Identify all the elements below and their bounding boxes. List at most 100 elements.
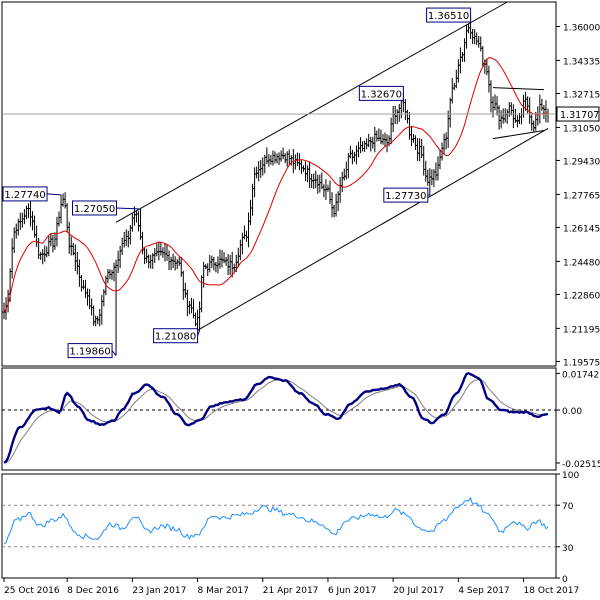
price-bar bbox=[37, 238, 41, 260]
price-bar bbox=[464, 24, 469, 49]
price-bar bbox=[475, 32, 479, 46]
price-bar bbox=[377, 128, 381, 142]
rsi-line bbox=[3, 496, 549, 545]
price-bar bbox=[248, 199, 253, 226]
price-bar bbox=[200, 275, 204, 313]
price-bar bbox=[369, 136, 373, 152]
price-bar bbox=[181, 270, 185, 300]
price-bar bbox=[261, 157, 265, 176]
rsi-y-tick-label: 0 bbox=[562, 575, 568, 585]
price-bar bbox=[477, 36, 481, 48]
annotation-label: 1.27050 bbox=[74, 204, 115, 215]
price-bar bbox=[100, 295, 104, 325]
price-bar bbox=[20, 212, 24, 228]
x-tick-label: 18 Oct 2017 bbox=[524, 586, 580, 596]
price-bar bbox=[122, 231, 126, 248]
price-bar bbox=[536, 106, 540, 126]
price-bar bbox=[348, 145, 352, 159]
price-bar bbox=[503, 108, 507, 123]
price-bar bbox=[312, 173, 316, 189]
price-bar bbox=[126, 230, 130, 248]
price-bar bbox=[303, 161, 308, 182]
price-bar bbox=[308, 161, 312, 189]
price-bar bbox=[519, 108, 524, 125]
price-bar bbox=[334, 193, 338, 217]
price-bar bbox=[242, 225, 247, 240]
price-bar bbox=[389, 117, 393, 145]
trendline-triangle-upper bbox=[492, 87, 544, 91]
price-bar bbox=[208, 255, 212, 273]
price-bar bbox=[112, 262, 116, 282]
price-bar bbox=[246, 212, 251, 248]
price-bar bbox=[94, 315, 98, 327]
price-bar bbox=[110, 269, 114, 280]
price-bar bbox=[489, 80, 493, 113]
price-bar bbox=[544, 100, 548, 123]
x-tick-label: 8 Mar 2017 bbox=[198, 586, 249, 596]
price-bar bbox=[179, 256, 183, 277]
last-price-box bbox=[556, 106, 600, 122]
price-bar bbox=[271, 150, 275, 166]
price-bar bbox=[479, 36, 483, 52]
price-bar bbox=[538, 94, 542, 124]
annotation-pointer bbox=[111, 350, 117, 356]
price-bar bbox=[511, 104, 515, 129]
price-bar bbox=[22, 209, 26, 225]
price-bar bbox=[79, 275, 84, 292]
price-bar bbox=[163, 243, 167, 262]
price-bar bbox=[81, 279, 86, 290]
x-tick-label: 8 Dec 2016 bbox=[67, 586, 119, 596]
price-bar bbox=[85, 288, 90, 306]
annotation-label: 1.36510 bbox=[428, 11, 469, 22]
price-bar bbox=[509, 102, 513, 116]
price-bar bbox=[226, 253, 230, 275]
price-bar bbox=[159, 241, 163, 256]
price-bar bbox=[138, 208, 143, 240]
price-bar bbox=[212, 256, 216, 271]
price-bar bbox=[275, 153, 279, 164]
price-bar bbox=[118, 245, 122, 269]
price-bar bbox=[273, 151, 277, 164]
price-bar bbox=[106, 269, 110, 284]
price-bar bbox=[344, 161, 348, 180]
price-bar bbox=[409, 125, 414, 147]
price-bar bbox=[53, 232, 57, 250]
price-bar bbox=[407, 111, 412, 140]
price-bar bbox=[145, 248, 149, 264]
price-bar bbox=[418, 138, 422, 162]
price-bar bbox=[318, 174, 322, 193]
price-bar bbox=[283, 153, 287, 164]
price-bar bbox=[26, 203, 31, 219]
price-bar bbox=[413, 135, 418, 150]
price-bar bbox=[444, 132, 448, 150]
price-bar bbox=[116, 250, 120, 274]
price-bar bbox=[493, 94, 497, 111]
price-bar bbox=[454, 69, 458, 89]
price-bar bbox=[299, 159, 304, 174]
macd-panel-frame bbox=[1, 367, 557, 471]
price-bar bbox=[187, 301, 192, 315]
price-bar bbox=[244, 230, 249, 242]
price-bar bbox=[45, 246, 49, 258]
macd-layer bbox=[2, 371, 556, 464]
price-bar bbox=[281, 147, 285, 160]
price-bar bbox=[375, 130, 379, 142]
price-y-tick-label: 1.29430 bbox=[563, 157, 600, 167]
price-bar bbox=[16, 218, 20, 236]
price-y-tick-label: 1.22860 bbox=[563, 291, 600, 301]
x-tick-label: 4 Sep 2017 bbox=[458, 586, 509, 596]
x-tick-label: 21 Apr 2017 bbox=[263, 586, 319, 596]
price-bar bbox=[297, 153, 302, 171]
price-bar bbox=[338, 177, 342, 203]
price-panel-frame bbox=[1, 1, 557, 367]
price-annotation: 1.27050 bbox=[72, 200, 141, 216]
price-bar bbox=[542, 105, 546, 119]
price-y-tick-label: 1.21195 bbox=[563, 325, 600, 335]
price-bar bbox=[305, 165, 310, 183]
price-bar bbox=[124, 229, 128, 246]
price-bar bbox=[210, 255, 214, 268]
price-bar bbox=[385, 134, 389, 153]
price-bar bbox=[59, 194, 63, 224]
price-bar bbox=[155, 243, 159, 257]
price-bar bbox=[279, 150, 283, 162]
